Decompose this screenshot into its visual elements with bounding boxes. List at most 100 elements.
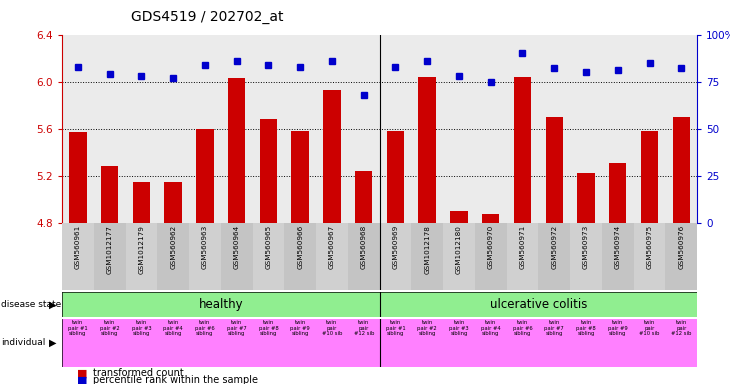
Bar bbox=[62, 223, 93, 290]
Bar bbox=[666, 319, 697, 367]
Text: GSM560968: GSM560968 bbox=[361, 225, 366, 269]
Bar bbox=[570, 319, 602, 367]
Bar bbox=[228, 78, 245, 223]
Bar bbox=[380, 319, 412, 367]
Bar bbox=[475, 223, 507, 290]
Bar bbox=[412, 319, 443, 367]
Bar bbox=[602, 319, 634, 367]
Bar bbox=[253, 319, 285, 367]
Bar bbox=[158, 319, 189, 367]
Bar bbox=[93, 223, 126, 290]
Text: GSM560974: GSM560974 bbox=[615, 225, 620, 269]
Bar bbox=[189, 223, 221, 290]
Text: ▶: ▶ bbox=[49, 299, 56, 310]
Bar bbox=[570, 223, 602, 290]
Text: twin
pair
#12 sib: twin pair #12 sib bbox=[353, 320, 374, 336]
Text: GSM560975: GSM560975 bbox=[647, 225, 653, 269]
Bar bbox=[126, 319, 158, 367]
Bar bbox=[380, 292, 697, 317]
Text: twin
pair
#10 sib: twin pair #10 sib bbox=[639, 320, 660, 336]
Bar bbox=[158, 223, 189, 290]
Bar bbox=[545, 117, 563, 223]
Bar bbox=[507, 319, 539, 367]
Bar bbox=[387, 131, 404, 223]
Text: twin
pair #7
sibling: twin pair #7 sibling bbox=[227, 320, 247, 336]
Text: twin
pair #3
sibling: twin pair #3 sibling bbox=[449, 320, 469, 336]
Bar bbox=[482, 215, 499, 223]
Bar bbox=[260, 119, 277, 223]
Text: GDS4519 / 202702_at: GDS4519 / 202702_at bbox=[131, 10, 284, 23]
Text: ▶: ▶ bbox=[49, 338, 56, 348]
Text: percentile rank within the sample: percentile rank within the sample bbox=[93, 375, 258, 384]
Bar bbox=[412, 223, 443, 290]
Bar bbox=[443, 319, 475, 367]
Text: GSM1012178: GSM1012178 bbox=[424, 225, 430, 274]
Bar bbox=[672, 117, 690, 223]
Text: ■: ■ bbox=[77, 375, 91, 384]
Text: twin
pair #8
sibling: twin pair #8 sibling bbox=[258, 320, 278, 336]
Bar bbox=[126, 223, 158, 290]
Text: GSM560967: GSM560967 bbox=[329, 225, 335, 269]
Text: GSM560969: GSM560969 bbox=[393, 225, 399, 269]
Bar bbox=[418, 77, 436, 223]
Bar bbox=[514, 77, 531, 223]
Text: GSM560972: GSM560972 bbox=[551, 225, 557, 269]
Text: twin
pair #9
sibling: twin pair #9 sibling bbox=[291, 320, 310, 336]
Bar bbox=[221, 319, 253, 367]
Bar bbox=[602, 223, 634, 290]
Text: GSM560971: GSM560971 bbox=[520, 225, 526, 269]
Text: twin
pair #2
sibling: twin pair #2 sibling bbox=[100, 320, 120, 336]
Bar bbox=[348, 223, 380, 290]
Bar bbox=[285, 319, 316, 367]
Text: GSM560973: GSM560973 bbox=[583, 225, 589, 269]
Bar bbox=[634, 223, 666, 290]
Bar bbox=[539, 319, 570, 367]
Text: twin
pair #1
sibling: twin pair #1 sibling bbox=[68, 320, 88, 336]
Bar bbox=[62, 292, 380, 317]
Bar bbox=[634, 319, 666, 367]
Bar bbox=[285, 223, 316, 290]
Bar bbox=[101, 166, 118, 223]
Bar bbox=[316, 319, 348, 367]
Text: twin
pair #7
sibling: twin pair #7 sibling bbox=[545, 320, 564, 336]
Text: GSM560964: GSM560964 bbox=[234, 225, 239, 269]
Text: GSM1012179: GSM1012179 bbox=[139, 225, 145, 274]
Bar bbox=[443, 223, 475, 290]
Text: twin
pair #6
sibling: twin pair #6 sibling bbox=[512, 320, 532, 336]
Bar bbox=[355, 171, 372, 223]
Bar bbox=[196, 129, 214, 223]
Bar bbox=[133, 182, 150, 223]
Text: twin
pair #4
sibling: twin pair #4 sibling bbox=[481, 320, 501, 336]
Text: disease state: disease state bbox=[1, 300, 61, 309]
Bar bbox=[221, 223, 253, 290]
Bar bbox=[539, 223, 570, 290]
Text: twin
pair
#10 sib: twin pair #10 sib bbox=[322, 320, 342, 336]
Text: GSM560976: GSM560976 bbox=[678, 225, 684, 269]
Text: GSM1012177: GSM1012177 bbox=[107, 225, 112, 274]
Text: GSM560966: GSM560966 bbox=[297, 225, 303, 269]
Text: twin
pair #6
sibling: twin pair #6 sibling bbox=[195, 320, 215, 336]
Text: twin
pair
#12 sib: twin pair #12 sib bbox=[671, 320, 691, 336]
Text: ■: ■ bbox=[77, 368, 91, 378]
Bar bbox=[380, 223, 412, 290]
Bar bbox=[69, 132, 87, 223]
Text: twin
pair #1
sibling: twin pair #1 sibling bbox=[385, 320, 405, 336]
Bar bbox=[189, 319, 221, 367]
Bar bbox=[253, 223, 285, 290]
Bar bbox=[291, 131, 309, 223]
Bar bbox=[666, 223, 697, 290]
Text: GSM560961: GSM560961 bbox=[75, 225, 81, 269]
Text: individual: individual bbox=[1, 338, 45, 347]
Bar bbox=[507, 223, 539, 290]
Text: twin
pair #2
sibling: twin pair #2 sibling bbox=[418, 320, 437, 336]
Text: twin
pair #4
sibling: twin pair #4 sibling bbox=[164, 320, 183, 336]
Text: GSM560965: GSM560965 bbox=[266, 225, 272, 269]
Bar bbox=[62, 319, 93, 367]
Bar bbox=[348, 319, 380, 367]
Text: twin
pair #3
sibling: twin pair #3 sibling bbox=[131, 320, 151, 336]
Text: GSM1012180: GSM1012180 bbox=[456, 225, 462, 274]
Text: GSM560963: GSM560963 bbox=[202, 225, 208, 269]
Text: transformed count: transformed count bbox=[93, 368, 183, 378]
Bar bbox=[609, 163, 626, 223]
Text: GSM560962: GSM560962 bbox=[170, 225, 176, 269]
